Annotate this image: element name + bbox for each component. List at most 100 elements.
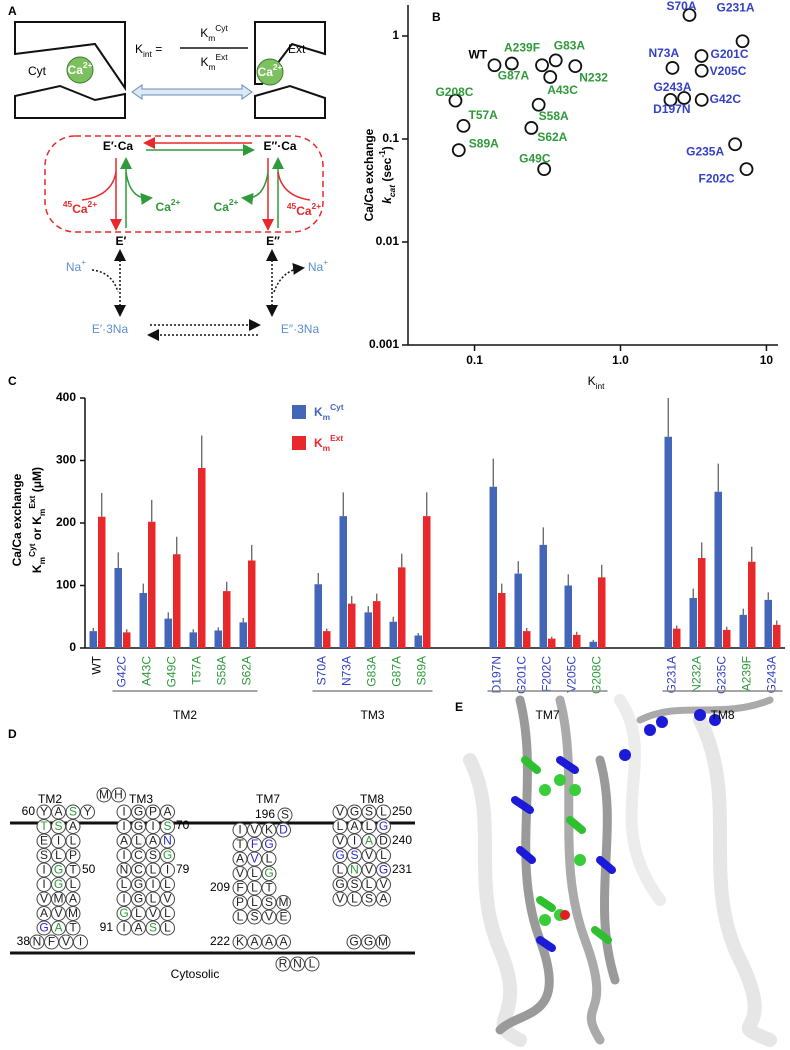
ion-label: Na+ (66, 257, 86, 274)
helix-label: TM7 (256, 792, 280, 806)
y-axis-label-part: cat (387, 184, 397, 197)
residue: S (250, 910, 258, 924)
residue: C (134, 863, 143, 877)
residue: T (236, 837, 244, 851)
bar (389, 621, 397, 648)
x-tick-label: G87A (390, 656, 404, 687)
ion-label-part: 2+ (171, 197, 181, 207)
residue: M (279, 895, 289, 909)
residue-number: 209 (210, 880, 230, 894)
x-tick-label: G201C (515, 656, 529, 694)
ion-label-part: 2+ (88, 199, 98, 209)
residue: I (238, 823, 241, 837)
residue: S (350, 877, 358, 891)
atom (644, 724, 656, 736)
bar (148, 521, 156, 648)
bar (698, 558, 706, 648)
y-axis-label-part: Ca/Ca exchange (10, 473, 24, 566)
residue: I (166, 863, 169, 877)
residue: V (265, 910, 273, 924)
residue: A (265, 935, 273, 949)
legend-label-part: K (314, 405, 323, 419)
point-label: G201C (711, 47, 749, 61)
helix (555, 695, 605, 1045)
bar (173, 554, 181, 648)
point (568, 59, 583, 74)
residue: V (62, 935, 70, 949)
y-axis-label-part: ) (380, 146, 394, 150)
x-tick-label: G42C (115, 656, 129, 688)
point-label: A239F (504, 40, 540, 54)
legend-swatch (292, 405, 306, 419)
residue: L (135, 834, 142, 848)
residue: V (379, 877, 387, 891)
x-axis-label-part: K (588, 374, 596, 388)
residue: S (54, 819, 62, 833)
ion-label-part: Ca (296, 204, 312, 218)
ion-label-part: 45 (287, 201, 297, 211)
residue: I (122, 819, 125, 833)
bar (539, 544, 547, 648)
residue: M (99, 788, 109, 802)
residue: L (380, 848, 387, 862)
residue: L (150, 863, 157, 877)
equation-lhs-part: = (152, 42, 162, 56)
bar (748, 561, 756, 648)
helix-label: TM8 (360, 792, 384, 806)
residue: V (163, 892, 171, 906)
bar (89, 631, 97, 648)
residue: I (79, 935, 82, 949)
curve (125, 171, 153, 205)
residue: L (251, 895, 258, 909)
legend-label-part: Ext (330, 433, 343, 443)
equation-numerator-part: Cyt (215, 23, 228, 33)
y-axis-label-part: (μM) (30, 467, 44, 496)
residue: T (69, 863, 77, 877)
residue: L (366, 877, 373, 891)
x-tick-label: N73A (340, 656, 354, 686)
point (548, 53, 563, 68)
y-axis-label: Ca/Ca exchange (362, 128, 376, 221)
residue: V (336, 834, 344, 848)
residue: M (378, 935, 388, 949)
point-label: G83A (554, 39, 586, 53)
residue: E (279, 910, 287, 924)
residue-circle (376, 891, 391, 907)
x-tick-label: F202C (540, 656, 554, 692)
bar (398, 567, 406, 648)
residue: V (149, 906, 157, 920)
panel-label: A (8, 4, 17, 18)
residue: N (293, 957, 302, 971)
residue: M (68, 906, 78, 920)
point-label: G235A (686, 144, 724, 158)
residue: P (149, 805, 157, 819)
residue: L (237, 910, 244, 924)
residue: D (379, 834, 388, 848)
y-axis-label-part: or K (30, 516, 44, 544)
residue: L (351, 892, 358, 906)
atom (619, 749, 631, 761)
bar (123, 632, 131, 648)
residue: G (264, 837, 273, 851)
residue-number: 70 (176, 818, 190, 832)
equation-denominator-part: Ext (215, 52, 228, 62)
x-tick-label: G49C (165, 656, 179, 688)
bar (164, 618, 172, 648)
y-axis-label-part: m (37, 557, 47, 564)
helix-label: TM3 (129, 792, 153, 806)
residue: S (40, 848, 48, 862)
structure-image (463, 694, 777, 1047)
bar (589, 641, 597, 648)
residue: I (151, 819, 154, 833)
residue: L (164, 906, 171, 920)
ion-label-part: Na (308, 260, 324, 274)
residue: G (134, 892, 143, 906)
point (694, 63, 709, 78)
y-tick-label: 0.1 (382, 131, 399, 145)
residue: E (40, 834, 48, 848)
bar (139, 593, 147, 648)
ion-label-part: 2+ (83, 60, 93, 70)
ion-ball (66, 56, 94, 84)
ion-label-part: 45 (63, 199, 73, 209)
